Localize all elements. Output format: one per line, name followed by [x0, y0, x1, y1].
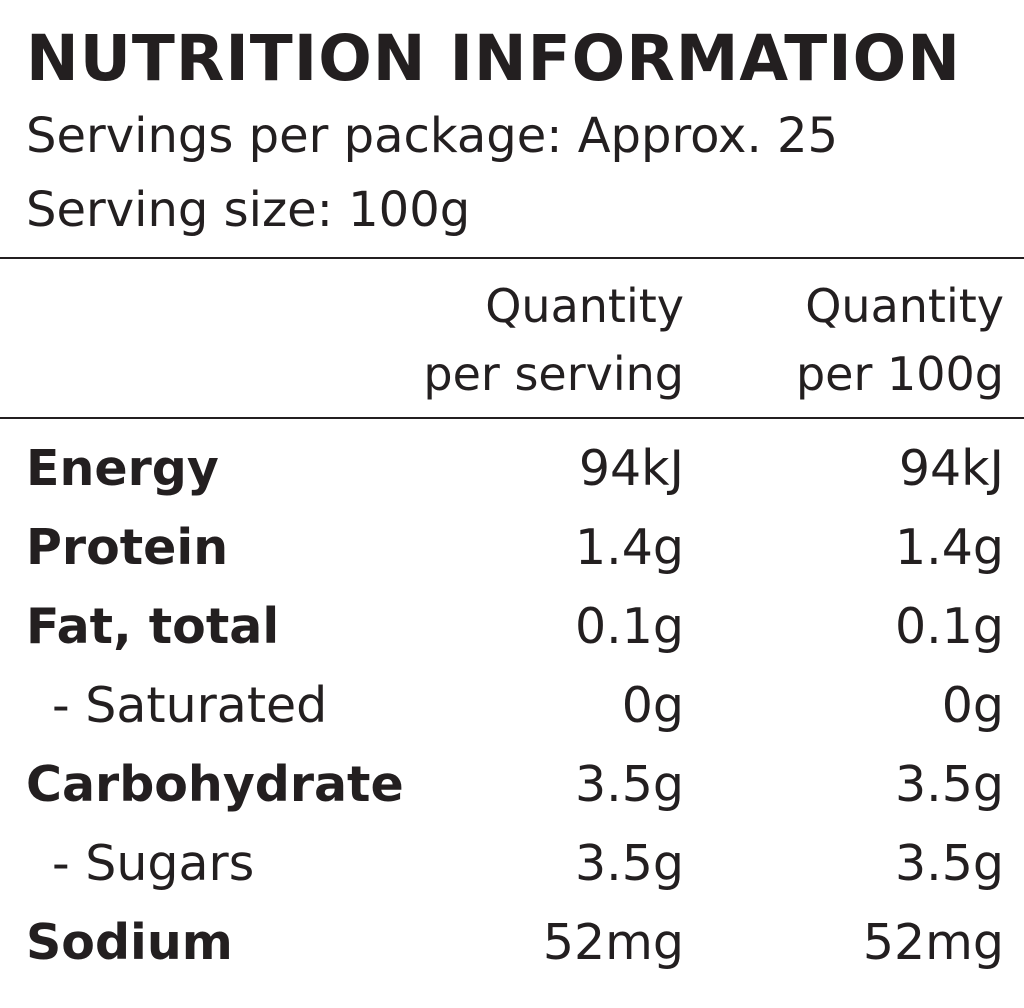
value-per-100g: 3.5g: [894, 756, 1004, 813]
nutrient-name: Sodium: [26, 914, 233, 971]
nutrient-row-energy: Energy 94kJ 94kJ: [0, 430, 1024, 509]
column-header-line: per 100g: [795, 347, 1004, 401]
value-per-100g: 3.5g: [894, 835, 1004, 892]
nutrient-name: - Saturated: [52, 677, 328, 734]
nutrient-name: Protein: [26, 519, 229, 576]
value-per-serving: 3.5g: [574, 756, 684, 813]
header-divider: [0, 417, 1024, 419]
column-header-per-serving: Quantity per serving: [423, 272, 684, 408]
nutrient-row-saturated: - Saturated 0g 0g: [0, 667, 1024, 746]
nutrient-name: Energy: [26, 440, 219, 497]
value-per-serving: 0g: [621, 677, 684, 734]
nutrient-table: Energy 94kJ 94kJ Protein 1.4g 1.4g Fat, …: [0, 430, 1024, 983]
value-per-serving: 3.5g: [574, 835, 684, 892]
nutrient-name: - Sugars: [52, 835, 255, 892]
value-per-100g: 1.4g: [894, 519, 1004, 576]
column-header-line: Quantity: [805, 279, 1004, 333]
nutrient-row-fat-total: Fat, total 0.1g 0.1g: [0, 588, 1024, 667]
nutrient-row-sugars: - Sugars 3.5g 3.5g: [0, 825, 1024, 904]
nutrient-row-protein: Protein 1.4g 1.4g: [0, 509, 1024, 588]
value-per-serving: 94kJ: [578, 440, 684, 497]
top-divider: [0, 257, 1024, 259]
panel-title: NUTRITION INFORMATION: [26, 22, 961, 95]
servings-per-package: Servings per package: Approx. 25: [26, 108, 839, 164]
value-per-serving: 0.1g: [574, 598, 684, 655]
value-per-100g: 0.1g: [894, 598, 1004, 655]
value-per-100g: 94kJ: [898, 440, 1004, 497]
serving-size: Serving size: 100g: [26, 182, 471, 238]
value-per-serving: 52mg: [542, 914, 684, 971]
nutrient-name: Carbohydrate: [26, 756, 404, 813]
nutrient-name: Fat, total: [26, 598, 280, 655]
value-per-serving: 1.4g: [574, 519, 684, 576]
nutrient-row-carbohydrate: Carbohydrate 3.5g 3.5g: [0, 746, 1024, 825]
value-per-100g: 0g: [941, 677, 1004, 734]
column-header-line: per serving: [423, 347, 684, 401]
column-header-line: Quantity: [485, 279, 684, 333]
column-header-per-100g: Quantity per 100g: [796, 272, 1004, 408]
nutrient-row-sodium: Sodium 52mg 52mg: [0, 904, 1024, 983]
value-per-100g: 52mg: [862, 914, 1004, 971]
